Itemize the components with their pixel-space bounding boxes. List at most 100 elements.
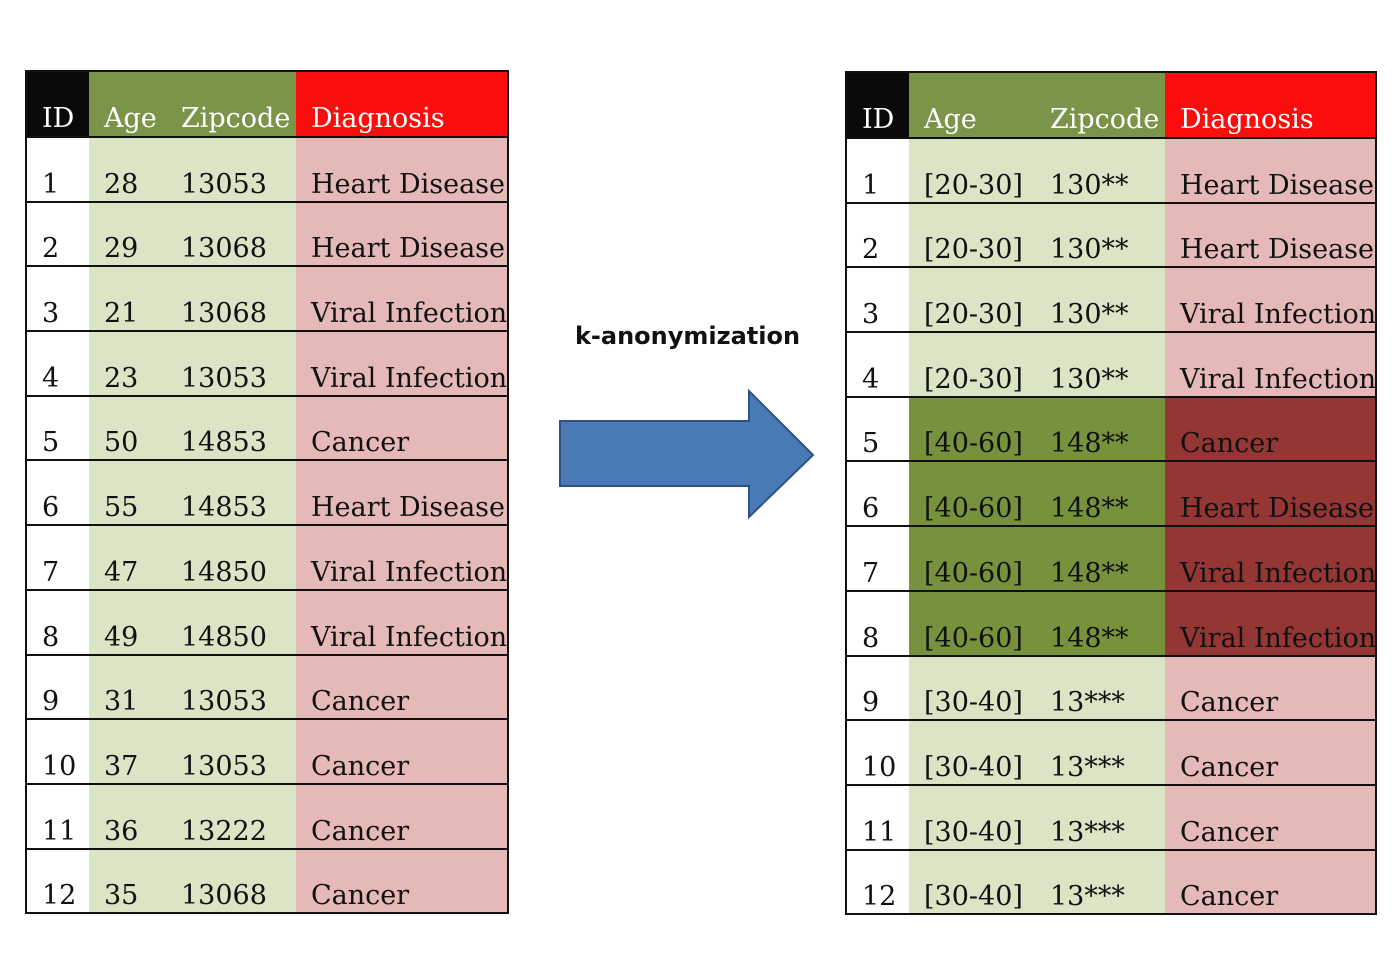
cell-zipcode: 13053 <box>166 137 296 203</box>
cell-diagnosis: Cancer <box>296 783 508 850</box>
header-age: Age <box>89 71 166 138</box>
table-row: 1 [20-30] 130** Heart Disease <box>846 138 1376 204</box>
table-row: 11 36 13222 Cancer <box>26 783 508 850</box>
cell-age: [40-60] <box>909 461 1035 528</box>
cell-zipcode: 14850 <box>166 589 296 656</box>
cell-id: 10 <box>26 719 89 785</box>
cell-age: [20-30] <box>909 332 1035 398</box>
cell-id: 4 <box>846 332 909 398</box>
cell-zipcode: 13*** <box>1035 655 1165 722</box>
cell-id: 11 <box>26 783 89 850</box>
table-row: 7 [40-60] 148** Viral Infection <box>846 526 1376 592</box>
cell-zipcode: 130** <box>1035 267 1165 334</box>
cell-id: 10 <box>846 720 909 786</box>
cell-age: [30-40] <box>909 784 1035 851</box>
cell-id: 6 <box>26 460 89 527</box>
cell-id: 1 <box>846 138 909 204</box>
table-row: 4 23 13053 Viral Infection <box>26 331 508 397</box>
cell-diagnosis: Viral Infection <box>1165 267 1376 334</box>
header-id: ID <box>26 71 89 138</box>
cell-age: [20-30] <box>909 267 1035 334</box>
anonymized-table-body: 1 [20-30] 130** Heart Disease 2 [20-30] 130** H… <box>846 138 1376 915</box>
cell-age: [30-40] <box>909 849 1035 915</box>
arrow-shape <box>559 388 815 520</box>
cell-diagnosis: Heart Disease <box>1165 202 1376 269</box>
cell-id: 8 <box>26 589 89 656</box>
cell-age: [20-30] <box>909 138 1035 204</box>
cell-diagnosis: Viral Infection <box>296 266 508 333</box>
cell-diagnosis: Heart Disease <box>296 201 508 268</box>
header-diagnosis: Diagnosis <box>296 71 508 138</box>
table-row: 3 21 13068 Viral Infection <box>26 266 508 333</box>
cell-zipcode: 148** <box>1035 590 1165 657</box>
cell-age: 23 <box>89 331 166 397</box>
cell-id: 12 <box>846 849 909 915</box>
cell-age: [30-40] <box>909 655 1035 722</box>
table-row: 7 47 14850 Viral Infection <box>26 525 508 591</box>
cell-age: 21 <box>89 266 166 333</box>
cell-zipcode: 13053 <box>166 654 296 721</box>
cell-id: 11 <box>846 784 909 851</box>
table-row: 2 29 13068 Heart Disease <box>26 201 508 268</box>
cell-age: 37 <box>89 719 166 785</box>
table-row: 9 [30-40] 13*** Cancer <box>846 655 1376 722</box>
cell-zipcode: 13053 <box>166 331 296 397</box>
k-anonymization-label: k-anonymization <box>574 322 801 350</box>
table-row: 5 [40-60] 148** Cancer <box>846 396 1376 463</box>
cell-zipcode: 14853 <box>166 460 296 527</box>
cell-diagnosis: Viral Infection <box>1165 332 1376 398</box>
cell-age: [30-40] <box>909 720 1035 786</box>
cell-diagnosis: Heart Disease <box>296 137 508 203</box>
cell-diagnosis: Cancer <box>296 395 508 462</box>
cell-id: 3 <box>26 266 89 333</box>
cell-zipcode: 13*** <box>1035 849 1165 915</box>
cell-zipcode: 14853 <box>166 395 296 462</box>
cell-diagnosis: Heart Disease <box>1165 138 1376 204</box>
cell-age: [40-60] <box>909 396 1035 463</box>
table-row: 3 [20-30] 130** Viral Infection <box>846 267 1376 334</box>
cell-age: 29 <box>89 201 166 268</box>
cell-id: 8 <box>846 590 909 657</box>
cell-diagnosis: Viral Infection <box>296 525 508 591</box>
cell-diagnosis: Cancer <box>1165 784 1376 851</box>
cell-diagnosis: Viral Infection <box>1165 590 1376 657</box>
cell-age: 31 <box>89 654 166 721</box>
cell-id: 3 <box>846 267 909 334</box>
table-row: 12 35 13068 Cancer <box>26 848 508 914</box>
cell-zipcode: 13*** <box>1035 784 1165 851</box>
cell-id: 9 <box>846 655 909 722</box>
header-zipcode: Zipcode <box>1035 72 1165 139</box>
table-row: 11 [30-40] 13*** Cancer <box>846 784 1376 851</box>
cell-zipcode: 13053 <box>166 719 296 785</box>
header-age: Age <box>909 72 1035 139</box>
table-row: 2 [20-30] 130** Heart Disease <box>846 202 1376 269</box>
table-row: 10 37 13053 Cancer <box>26 719 508 785</box>
cell-age: [40-60] <box>909 526 1035 592</box>
cell-diagnosis: Heart Disease <box>296 460 508 527</box>
cell-id: 9 <box>26 654 89 721</box>
cell-age: [20-30] <box>909 202 1035 269</box>
cell-diagnosis: Heart Disease <box>1165 461 1376 528</box>
table-row: 6 55 14853 Heart Disease <box>26 460 508 527</box>
original-table: ID Age Zipcode Diagnosis 1 28 13053 Heart D… <box>25 70 509 915</box>
cell-id: 7 <box>26 525 89 591</box>
cell-zipcode: 14850 <box>166 525 296 591</box>
header-diagnosis: Diagnosis <box>1165 72 1376 139</box>
cell-diagnosis: Viral Infection <box>296 331 508 397</box>
cell-id: 12 <box>26 848 89 914</box>
cell-zipcode: 130** <box>1035 202 1165 269</box>
cell-zipcode: 148** <box>1035 461 1165 528</box>
cell-zipcode: 130** <box>1035 138 1165 204</box>
cell-age: 35 <box>89 848 166 914</box>
cell-diagnosis: Cancer <box>1165 655 1376 722</box>
table-row: 8 49 14850 Viral Infection <box>26 589 508 656</box>
original-table-body: 1 28 13053 Heart Disease 2 29 13068 Heart Disea… <box>26 137 508 914</box>
cell-id: 5 <box>26 395 89 462</box>
cell-id: 6 <box>846 461 909 528</box>
table-row: 6 [40-60] 148** Heart Disease <box>846 461 1376 528</box>
cell-age: [40-60] <box>909 590 1035 657</box>
cell-diagnosis: Cancer <box>296 719 508 785</box>
cell-zipcode: 148** <box>1035 396 1165 463</box>
cell-id: 2 <box>846 202 909 269</box>
table-row: 12 [30-40] 13*** Cancer <box>846 849 1376 915</box>
